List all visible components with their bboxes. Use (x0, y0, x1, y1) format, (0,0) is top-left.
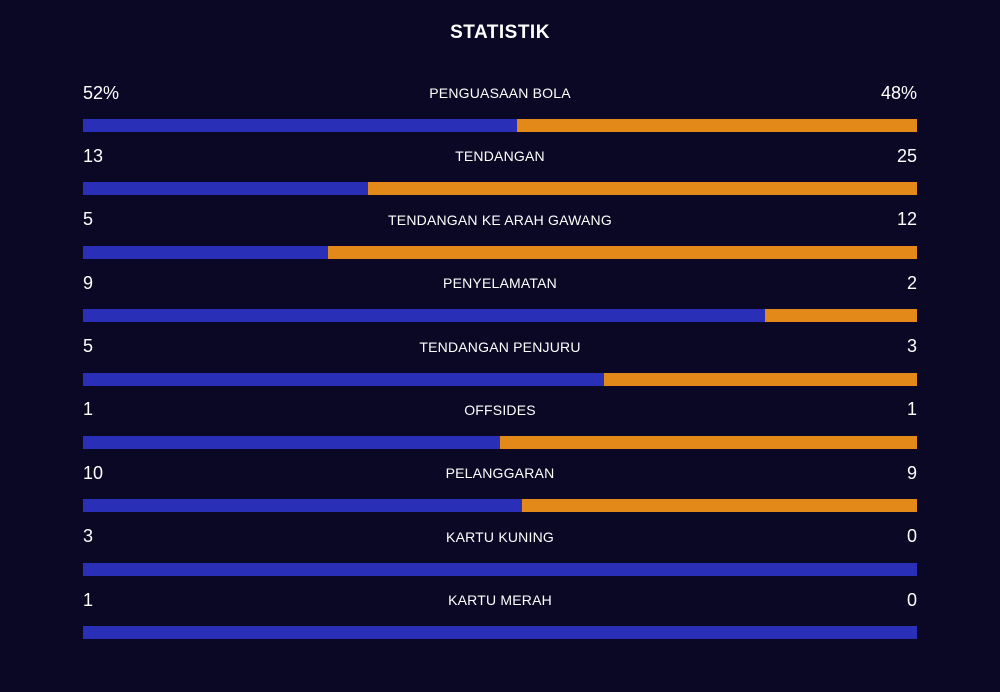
home-value: 52% (83, 82, 120, 103)
stat-row-possession: 52% PENGUASAAN BOLA 48% (83, 82, 917, 145)
stat-label: KARTU KUNING (446, 528, 554, 545)
home-value: 10 (83, 462, 104, 483)
home-bar-segment (83, 372, 605, 386)
away-bar-segment (368, 182, 917, 196)
comparison-bar (83, 372, 917, 386)
comparison-bar (83, 309, 917, 323)
away-value: 25 (896, 145, 917, 166)
stat-label: PELANGGARAN (445, 465, 555, 482)
stats-title: STATISTIK (450, 22, 550, 43)
stat-label: PENGUASAAN BOLA (429, 85, 571, 101)
stat-label: KARTU MERAH (448, 592, 552, 609)
away-value: 3 (906, 336, 917, 357)
home-bar-segment (83, 119, 517, 132)
stat-label: OFFSIDES (464, 401, 536, 418)
stat-row-saves: 9 PENYELAMATAN 2 (83, 272, 917, 335)
stat-label: TENDANGAN (455, 148, 545, 165)
stat-row-red-cards: 1 KARTU MERAH 0 (83, 589, 917, 652)
home-value: 1 (83, 399, 94, 420)
home-value: 5 (83, 336, 94, 357)
away-value: 0 (906, 526, 917, 547)
away-bar-segment (521, 499, 917, 513)
home-value: 5 (83, 209, 94, 230)
home-bar-segment (83, 562, 917, 576)
home-bar-segment (83, 245, 329, 259)
home-bar-segment (83, 435, 500, 449)
stats-list: 52% PENGUASAAN BOLA 48% 13 TENDANGAN 25 … (83, 82, 917, 653)
home-bar-segment (83, 182, 369, 196)
stat-row-offsides: 1 OFFSIDES 1 (83, 399, 917, 462)
stat-label: PENYELAMATAN (443, 275, 557, 292)
stat-row-fouls: 10 PELANGGARAN 9 (83, 462, 917, 525)
home-value: 3 (83, 526, 94, 547)
away-value: 9 (906, 462, 917, 483)
away-value: 2 (906, 272, 917, 293)
stat-row-corners: 5 TENDANGAN PENJURU 3 (83, 336, 917, 399)
home-value: 9 (83, 272, 94, 293)
away-value: 48% (880, 82, 917, 103)
home-bar-segment (83, 499, 522, 513)
comparison-bar (83, 435, 917, 449)
stat-row-shots-on-target: 5 TENDANGAN KE ARAH GAWANG 12 (83, 209, 917, 272)
stat-label: TENDANGAN KE ARAH GAWANG (388, 211, 612, 228)
home-bar-segment (83, 626, 917, 640)
home-value: 1 (83, 589, 94, 610)
stat-label: TENDANGAN PENJURU (419, 338, 581, 355)
away-bar-segment (500, 435, 917, 449)
comparison-bar (83, 499, 917, 513)
comparison-bar (83, 245, 917, 259)
away-bar-segment (328, 245, 917, 259)
away-bar-segment (765, 309, 917, 323)
away-bar-segment (516, 119, 917, 132)
stat-row-yellow-cards: 3 KARTU KUNING 0 (83, 526, 917, 589)
home-bar-segment (83, 309, 766, 323)
comparison-bar (83, 626, 917, 640)
comparison-bar (83, 182, 917, 196)
stat-row-shots: 13 TENDANGAN 25 (83, 145, 917, 208)
comparison-bar (83, 562, 917, 576)
away-value: 1 (906, 399, 917, 420)
away-value: 12 (896, 209, 917, 230)
away-value: 0 (906, 589, 917, 610)
home-value: 13 (83, 145, 104, 166)
away-bar-segment (604, 372, 917, 386)
comparison-bar (83, 119, 917, 132)
